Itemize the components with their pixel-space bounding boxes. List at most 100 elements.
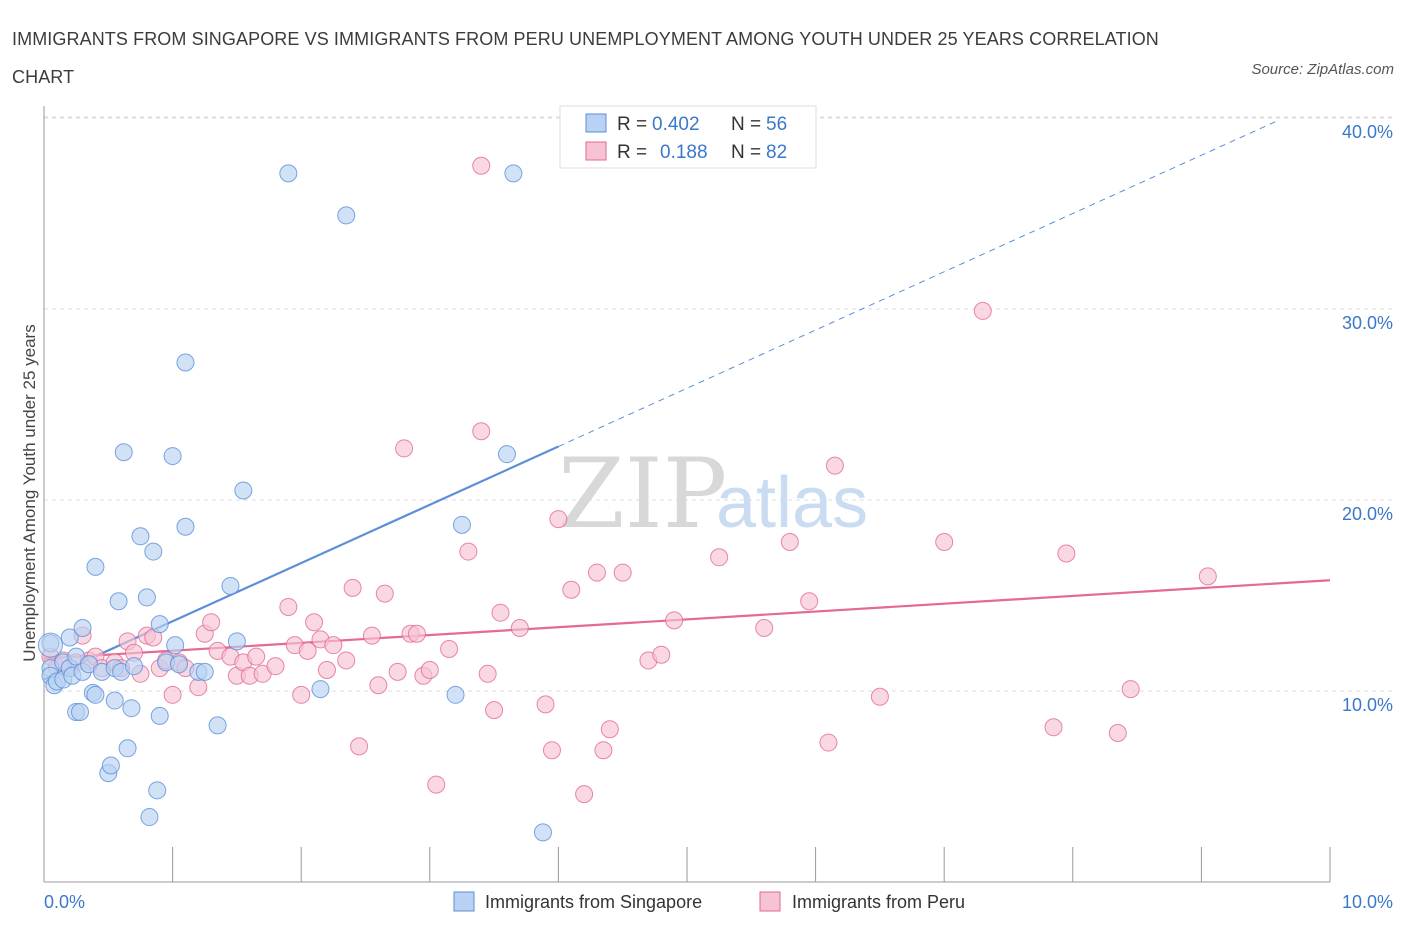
point-singapore [311, 680, 330, 699]
point-peru [594, 741, 613, 760]
gridlines [44, 116, 1394, 692]
point-peru [362, 626, 381, 645]
point-peru [343, 578, 362, 597]
point-peru [478, 664, 497, 683]
point-peru [652, 645, 671, 664]
y-tick-label: 10.0% [1342, 695, 1393, 715]
chart-title: IMMIGRANTS FROM SINGAPORE VS IMMIGRANTS … [12, 29, 1159, 87]
point-peru [613, 563, 632, 582]
point-peru [337, 651, 356, 670]
trend-line-extension-0 [558, 119, 1279, 447]
y-axis-label: Unemployment Among Youth under 25 years [20, 324, 39, 661]
point-peru [189, 678, 208, 697]
point-singapore [125, 657, 144, 676]
point-peru [825, 456, 844, 475]
y-tick-label: 30.0% [1342, 313, 1393, 333]
point-peru [266, 657, 285, 676]
point-singapore [114, 443, 133, 462]
source-label: Source: ZipAtlas.com [1251, 61, 1394, 78]
point-singapore [118, 739, 137, 758]
x-tick-label-max: 10.0% [1342, 892, 1393, 912]
x-tick-label-min: 0.0% [44, 892, 85, 912]
point-singapore [105, 691, 124, 710]
bottom-legend-swatch-singapore [453, 891, 475, 912]
legend-n-label-peru: N = [731, 142, 761, 163]
point-peru [298, 641, 317, 660]
point-peru [375, 584, 394, 603]
point-singapore [504, 164, 523, 183]
point-singapore [176, 517, 195, 536]
point-singapore [137, 588, 156, 607]
point-singapore [446, 685, 465, 704]
point-peru [1057, 544, 1076, 563]
point-singapore [86, 685, 105, 704]
point-singapore [101, 756, 120, 775]
point-peru [472, 156, 491, 175]
point-peru [485, 701, 504, 720]
point-peru [870, 687, 889, 706]
point-singapore [208, 716, 227, 735]
point-peru [819, 733, 838, 752]
point-singapore [170, 655, 189, 674]
point-peru [587, 563, 606, 582]
point-peru [317, 660, 336, 679]
point-singapore [86, 557, 105, 576]
point-peru [324, 636, 343, 655]
point-peru [800, 592, 819, 611]
point-singapore [279, 164, 298, 183]
point-singapore [221, 576, 240, 595]
legend: R = 0.402 N = 56 R = 0.188 N = 82 [559, 105, 817, 169]
legend-r-value-singapore: 0.402 [652, 114, 700, 135]
point-peru [350, 737, 369, 756]
point-peru [369, 676, 388, 695]
point-peru [755, 618, 774, 637]
point-peru [440, 639, 459, 658]
point-singapore [452, 515, 471, 534]
y-tick-labels: 10.0% 20.0% 30.0% 40.0% [1342, 122, 1393, 715]
point-peru [665, 611, 684, 630]
point-singapore [122, 699, 141, 718]
watermark-zip: ZIP [558, 438, 727, 550]
point-singapore [73, 618, 92, 637]
point-peru [427, 775, 446, 794]
legend-r-value-peru: 0.188 [660, 142, 708, 163]
y-tick-label: 40.0% [1342, 122, 1393, 142]
point-singapore [533, 823, 552, 842]
point-peru [1108, 724, 1127, 743]
point-singapore [176, 353, 195, 372]
legend-swatch-singapore [585, 113, 607, 133]
point-peru [472, 422, 491, 441]
point-peru [710, 548, 729, 567]
bottom-legend-label-singapore: Immigrants from Singapore [485, 892, 702, 912]
bottom-legend-label-peru: Immigrants from Peru [792, 892, 965, 912]
trend-lines [43, 119, 1331, 681]
point-peru [279, 597, 298, 616]
point-singapore [497, 445, 516, 464]
y-tick-label: 20.0% [1342, 504, 1393, 524]
point-peru [549, 510, 568, 529]
axes [43, 106, 1331, 883]
point-peru [247, 647, 266, 666]
point-singapore [337, 206, 356, 225]
point-peru [536, 695, 555, 714]
point-peru [575, 785, 594, 804]
legend-n-value-peru: 82 [766, 142, 787, 163]
point-singapore [71, 703, 90, 722]
point-peru [780, 533, 799, 552]
point-singapore [131, 527, 150, 546]
point-peru [491, 603, 510, 622]
legend-n-label-singapore: N = [731, 114, 761, 135]
point-peru [973, 301, 992, 320]
point-singapore [37, 632, 63, 658]
point-peru [420, 660, 439, 679]
watermark-atlas: atlas [716, 463, 868, 543]
point-singapore [109, 592, 128, 611]
point-peru [510, 618, 529, 637]
point-singapore [150, 706, 169, 725]
point-peru [1044, 718, 1063, 737]
point-singapore [148, 781, 167, 800]
point-peru [163, 685, 182, 704]
point-peru [1198, 567, 1217, 586]
legend-r-label-peru: R = [617, 142, 647, 163]
